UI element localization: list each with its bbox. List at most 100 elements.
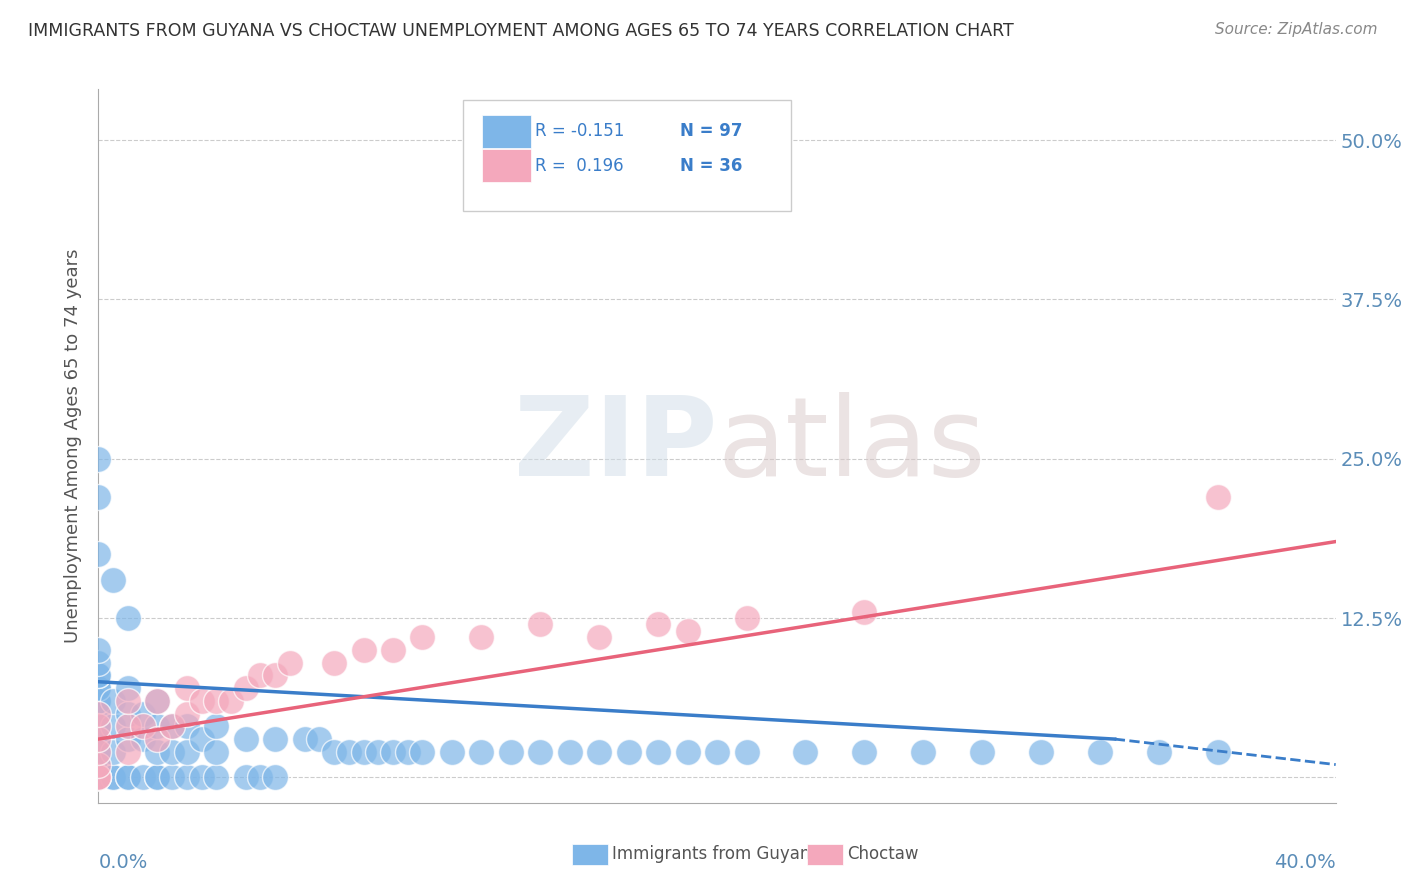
- Point: [117, 770, 139, 784]
- FancyBboxPatch shape: [482, 149, 531, 182]
- Point: [87, 757, 110, 772]
- Text: 40.0%: 40.0%: [1274, 853, 1336, 871]
- Point: [87, 770, 110, 784]
- Point: [853, 745, 876, 759]
- Point: [101, 745, 124, 759]
- Point: [87, 732, 110, 747]
- Point: [264, 770, 287, 784]
- Point: [176, 719, 198, 733]
- Point: [87, 770, 110, 784]
- Point: [87, 732, 110, 747]
- Point: [676, 745, 699, 759]
- Point: [131, 719, 153, 733]
- Point: [101, 573, 124, 587]
- Point: [87, 706, 110, 721]
- Point: [972, 745, 994, 759]
- Point: [146, 770, 169, 784]
- Point: [396, 745, 419, 759]
- Point: [382, 745, 405, 759]
- Point: [117, 681, 139, 695]
- Point: [160, 719, 183, 733]
- Point: [853, 605, 876, 619]
- Point: [176, 745, 198, 759]
- Point: [912, 745, 935, 759]
- Point: [146, 770, 169, 784]
- Point: [205, 770, 228, 784]
- Point: [647, 745, 669, 759]
- Point: [87, 719, 110, 733]
- Point: [146, 694, 169, 708]
- Text: 0.0%: 0.0%: [98, 853, 148, 871]
- Point: [87, 643, 110, 657]
- Point: [323, 656, 346, 670]
- Point: [794, 745, 817, 759]
- Point: [87, 745, 110, 759]
- Point: [131, 732, 153, 747]
- Point: [87, 757, 110, 772]
- Point: [1147, 745, 1170, 759]
- Point: [160, 745, 183, 759]
- Point: [87, 694, 110, 708]
- Text: N = 97: N = 97: [681, 122, 742, 140]
- Point: [131, 706, 153, 721]
- Point: [87, 770, 110, 784]
- Point: [87, 668, 110, 682]
- Point: [323, 745, 346, 759]
- Text: atlas: atlas: [717, 392, 986, 500]
- Point: [529, 617, 551, 632]
- Point: [190, 770, 212, 784]
- Point: [87, 770, 110, 784]
- FancyBboxPatch shape: [464, 100, 792, 211]
- Point: [176, 681, 198, 695]
- Point: [249, 770, 271, 784]
- Text: R = -0.151: R = -0.151: [536, 122, 624, 140]
- Point: [117, 719, 139, 733]
- Point: [647, 617, 669, 632]
- Point: [87, 706, 110, 721]
- Point: [205, 694, 228, 708]
- Point: [87, 681, 110, 695]
- Point: [1029, 745, 1052, 759]
- Point: [146, 719, 169, 733]
- Point: [117, 732, 139, 747]
- Point: [382, 643, 405, 657]
- Point: [87, 706, 110, 721]
- Point: [176, 770, 198, 784]
- Point: [146, 745, 169, 759]
- Point: [411, 630, 433, 644]
- Point: [87, 451, 110, 466]
- Point: [205, 745, 228, 759]
- Point: [117, 770, 139, 784]
- Point: [87, 732, 110, 747]
- Point: [101, 719, 124, 733]
- Point: [294, 732, 316, 747]
- Point: [101, 770, 124, 784]
- Point: [117, 706, 139, 721]
- Point: [117, 611, 139, 625]
- Point: [235, 732, 257, 747]
- Point: [87, 757, 110, 772]
- Point: [160, 719, 183, 733]
- Point: [146, 732, 169, 747]
- Point: [337, 745, 360, 759]
- Point: [87, 668, 110, 682]
- Point: [87, 757, 110, 772]
- Point: [588, 745, 610, 759]
- Point: [101, 694, 124, 708]
- Point: [87, 745, 110, 759]
- FancyBboxPatch shape: [807, 844, 844, 865]
- Point: [205, 719, 228, 733]
- Point: [87, 770, 110, 784]
- Point: [470, 745, 492, 759]
- Point: [176, 706, 198, 721]
- Point: [676, 624, 699, 638]
- Point: [529, 745, 551, 759]
- Point: [190, 732, 212, 747]
- Text: Choctaw: Choctaw: [846, 846, 918, 863]
- Point: [264, 668, 287, 682]
- Point: [87, 770, 110, 784]
- Point: [87, 547, 110, 561]
- Point: [1088, 745, 1111, 759]
- Point: [87, 745, 110, 759]
- Point: [264, 732, 287, 747]
